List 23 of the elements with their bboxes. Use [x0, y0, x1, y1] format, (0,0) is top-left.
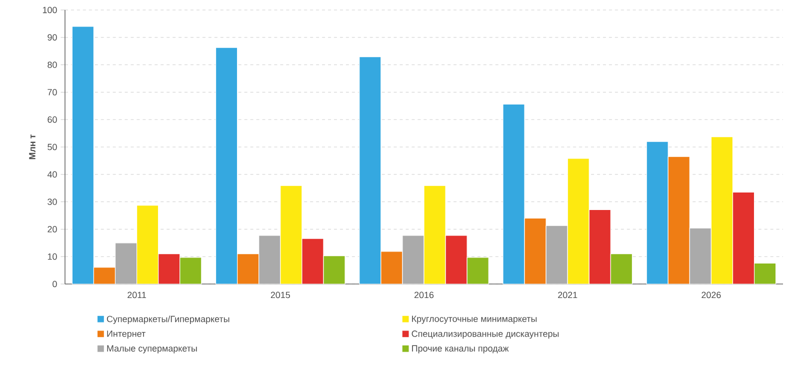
y-tick-label: 70 — [48, 89, 57, 96]
legend-label: Специализированные дискаунтеры — [412, 330, 559, 339]
y-tick-label: 10 — [48, 253, 57, 260]
x-tick-label: 2015 — [270, 292, 290, 298]
x-tick-label: 2026 — [702, 292, 721, 298]
legend-label: Прочие каналы продаж — [412, 345, 509, 354]
y-tick-label: 30 — [48, 198, 57, 205]
y-tick-label: 80 — [48, 62, 57, 68]
y-tick-label: 50 — [48, 144, 57, 150]
y-tick-label: 100 — [42, 6, 57, 14]
legend-label: Интернет — [107, 330, 146, 339]
legend-label: Малые супермаркеты — [107, 345, 197, 354]
y-tick-label: 0 — [52, 280, 57, 288]
y-tick-label: 90 — [48, 34, 57, 41]
x-tick-label: 2011 — [128, 292, 146, 298]
y-tick-label: 60 — [48, 116, 57, 123]
y-axis-title: Млн т — [29, 134, 36, 160]
y-tick-label: 40 — [47, 171, 57, 178]
legend-label: Круглосуточные минимаркеты — [412, 316, 537, 324]
x-tick-label: 2016 — [414, 292, 434, 298]
x-tick-label: 2021 — [558, 292, 578, 298]
legend-label: Супермаркеты/Гипермаркеты — [106, 316, 230, 324]
y-tick-label: 20 — [48, 226, 57, 232]
